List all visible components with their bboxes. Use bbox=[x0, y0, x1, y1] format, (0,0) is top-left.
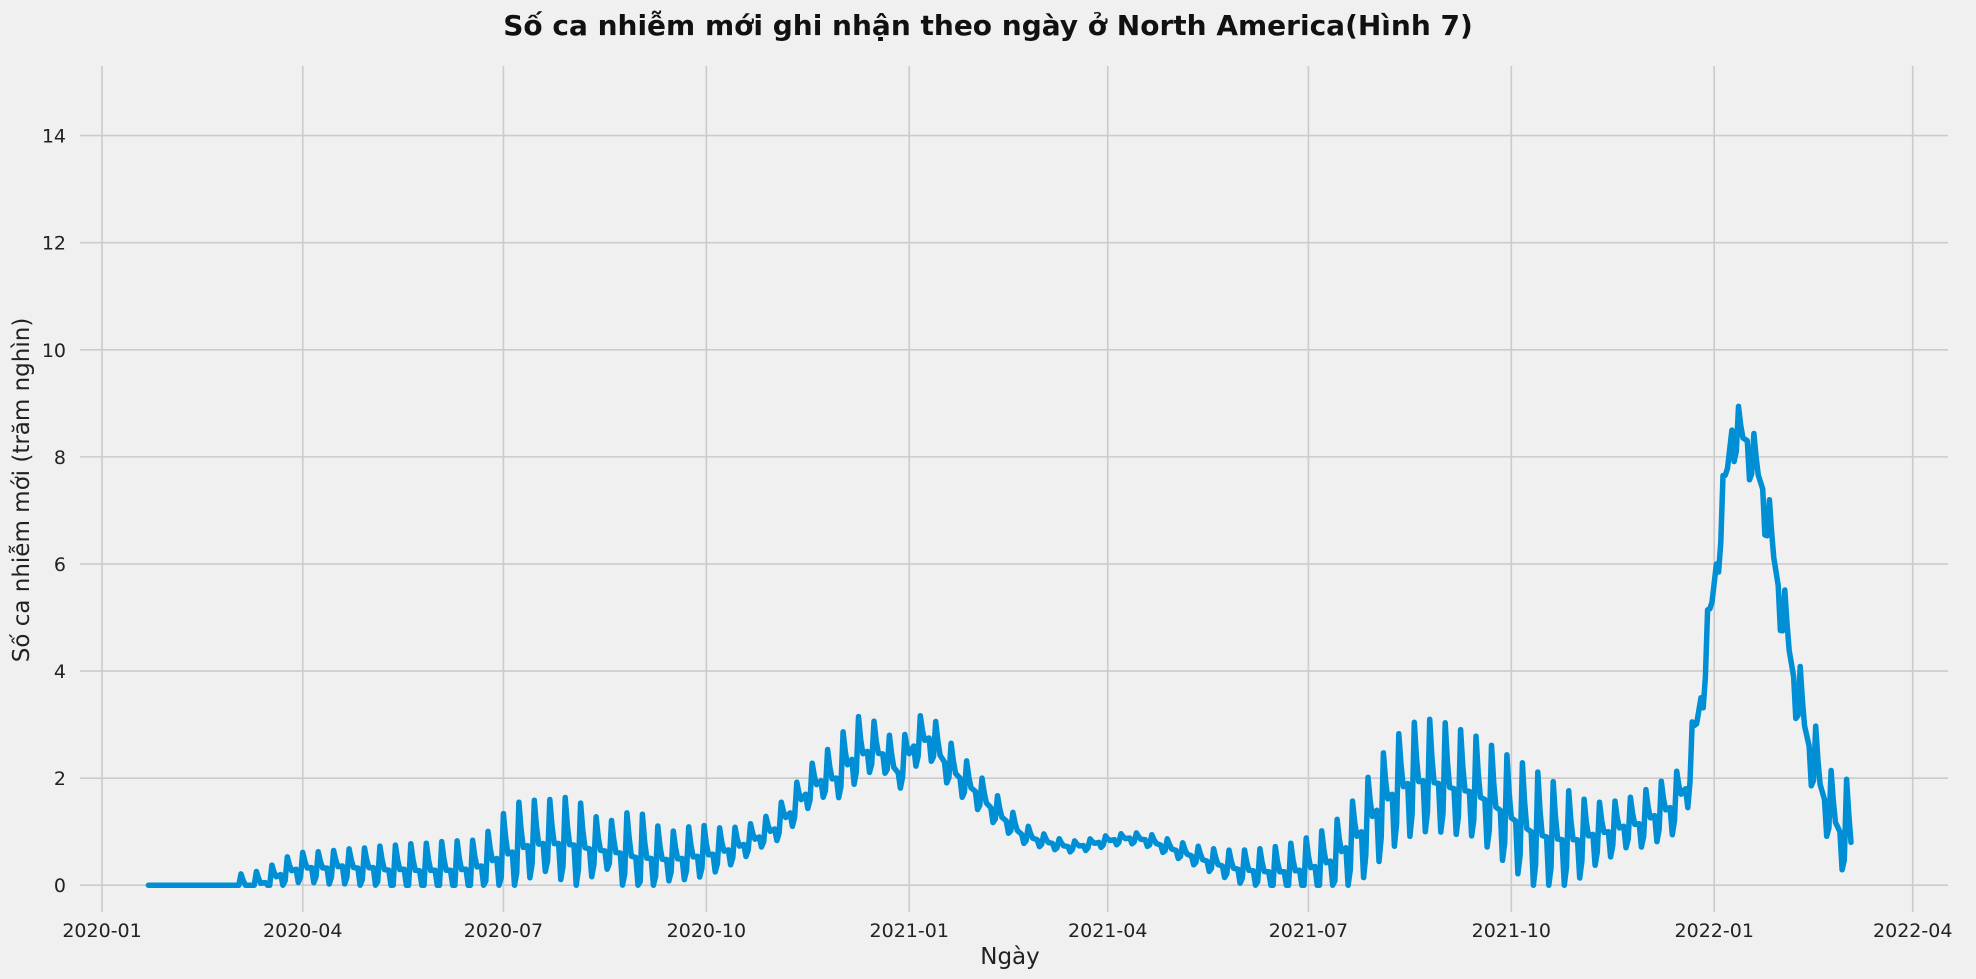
y-tick-label: 6 bbox=[54, 554, 66, 576]
x-tick-label: 2021-01 bbox=[870, 920, 949, 942]
x-tick-label: 2022-04 bbox=[1873, 920, 1952, 942]
y-tick-label: 4 bbox=[54, 661, 66, 683]
y-tick-label: 8 bbox=[54, 447, 66, 469]
y-tick-label: 12 bbox=[42, 233, 66, 255]
x-gridlines bbox=[101, 66, 1914, 912]
x-tick-label: 2021-07 bbox=[1269, 920, 1348, 942]
x-tick-label: 2020-07 bbox=[464, 920, 543, 942]
y-axis-label: Số ca nhiễm mới (trăm nghìn) bbox=[7, 318, 35, 663]
series-line-0 bbox=[145, 403, 1854, 888]
x-tick-label: 2020-01 bbox=[62, 920, 141, 942]
x-tick-label: 2020-04 bbox=[263, 920, 342, 942]
y-gridlines bbox=[80, 134, 1948, 887]
x-tick-label: 2021-10 bbox=[1472, 920, 1551, 942]
x-axis-label: Ngày bbox=[980, 944, 1040, 970]
chart-title: Số ca nhiễm mới ghi nhận theo ngày ở Nor… bbox=[503, 9, 1473, 42]
series-layer bbox=[145, 403, 1854, 888]
y-tick-label: 0 bbox=[54, 875, 66, 897]
y-tick-label: 2 bbox=[54, 768, 66, 790]
x-tick-label: 2020-10 bbox=[667, 920, 746, 942]
y-tick-label: 10 bbox=[42, 340, 66, 362]
x-tick-label: 2022-01 bbox=[1675, 920, 1754, 942]
x-tick-labels: 2020-01 2020-04 2020-07 2020-10 2021-01 2021-… bbox=[62, 920, 1952, 942]
y-tick-label: 14 bbox=[42, 126, 66, 148]
y-tick-labels: 0 2 4 6 8 10 12 14 bbox=[42, 126, 66, 898]
x-tick-label: 2021-04 bbox=[1068, 920, 1147, 942]
